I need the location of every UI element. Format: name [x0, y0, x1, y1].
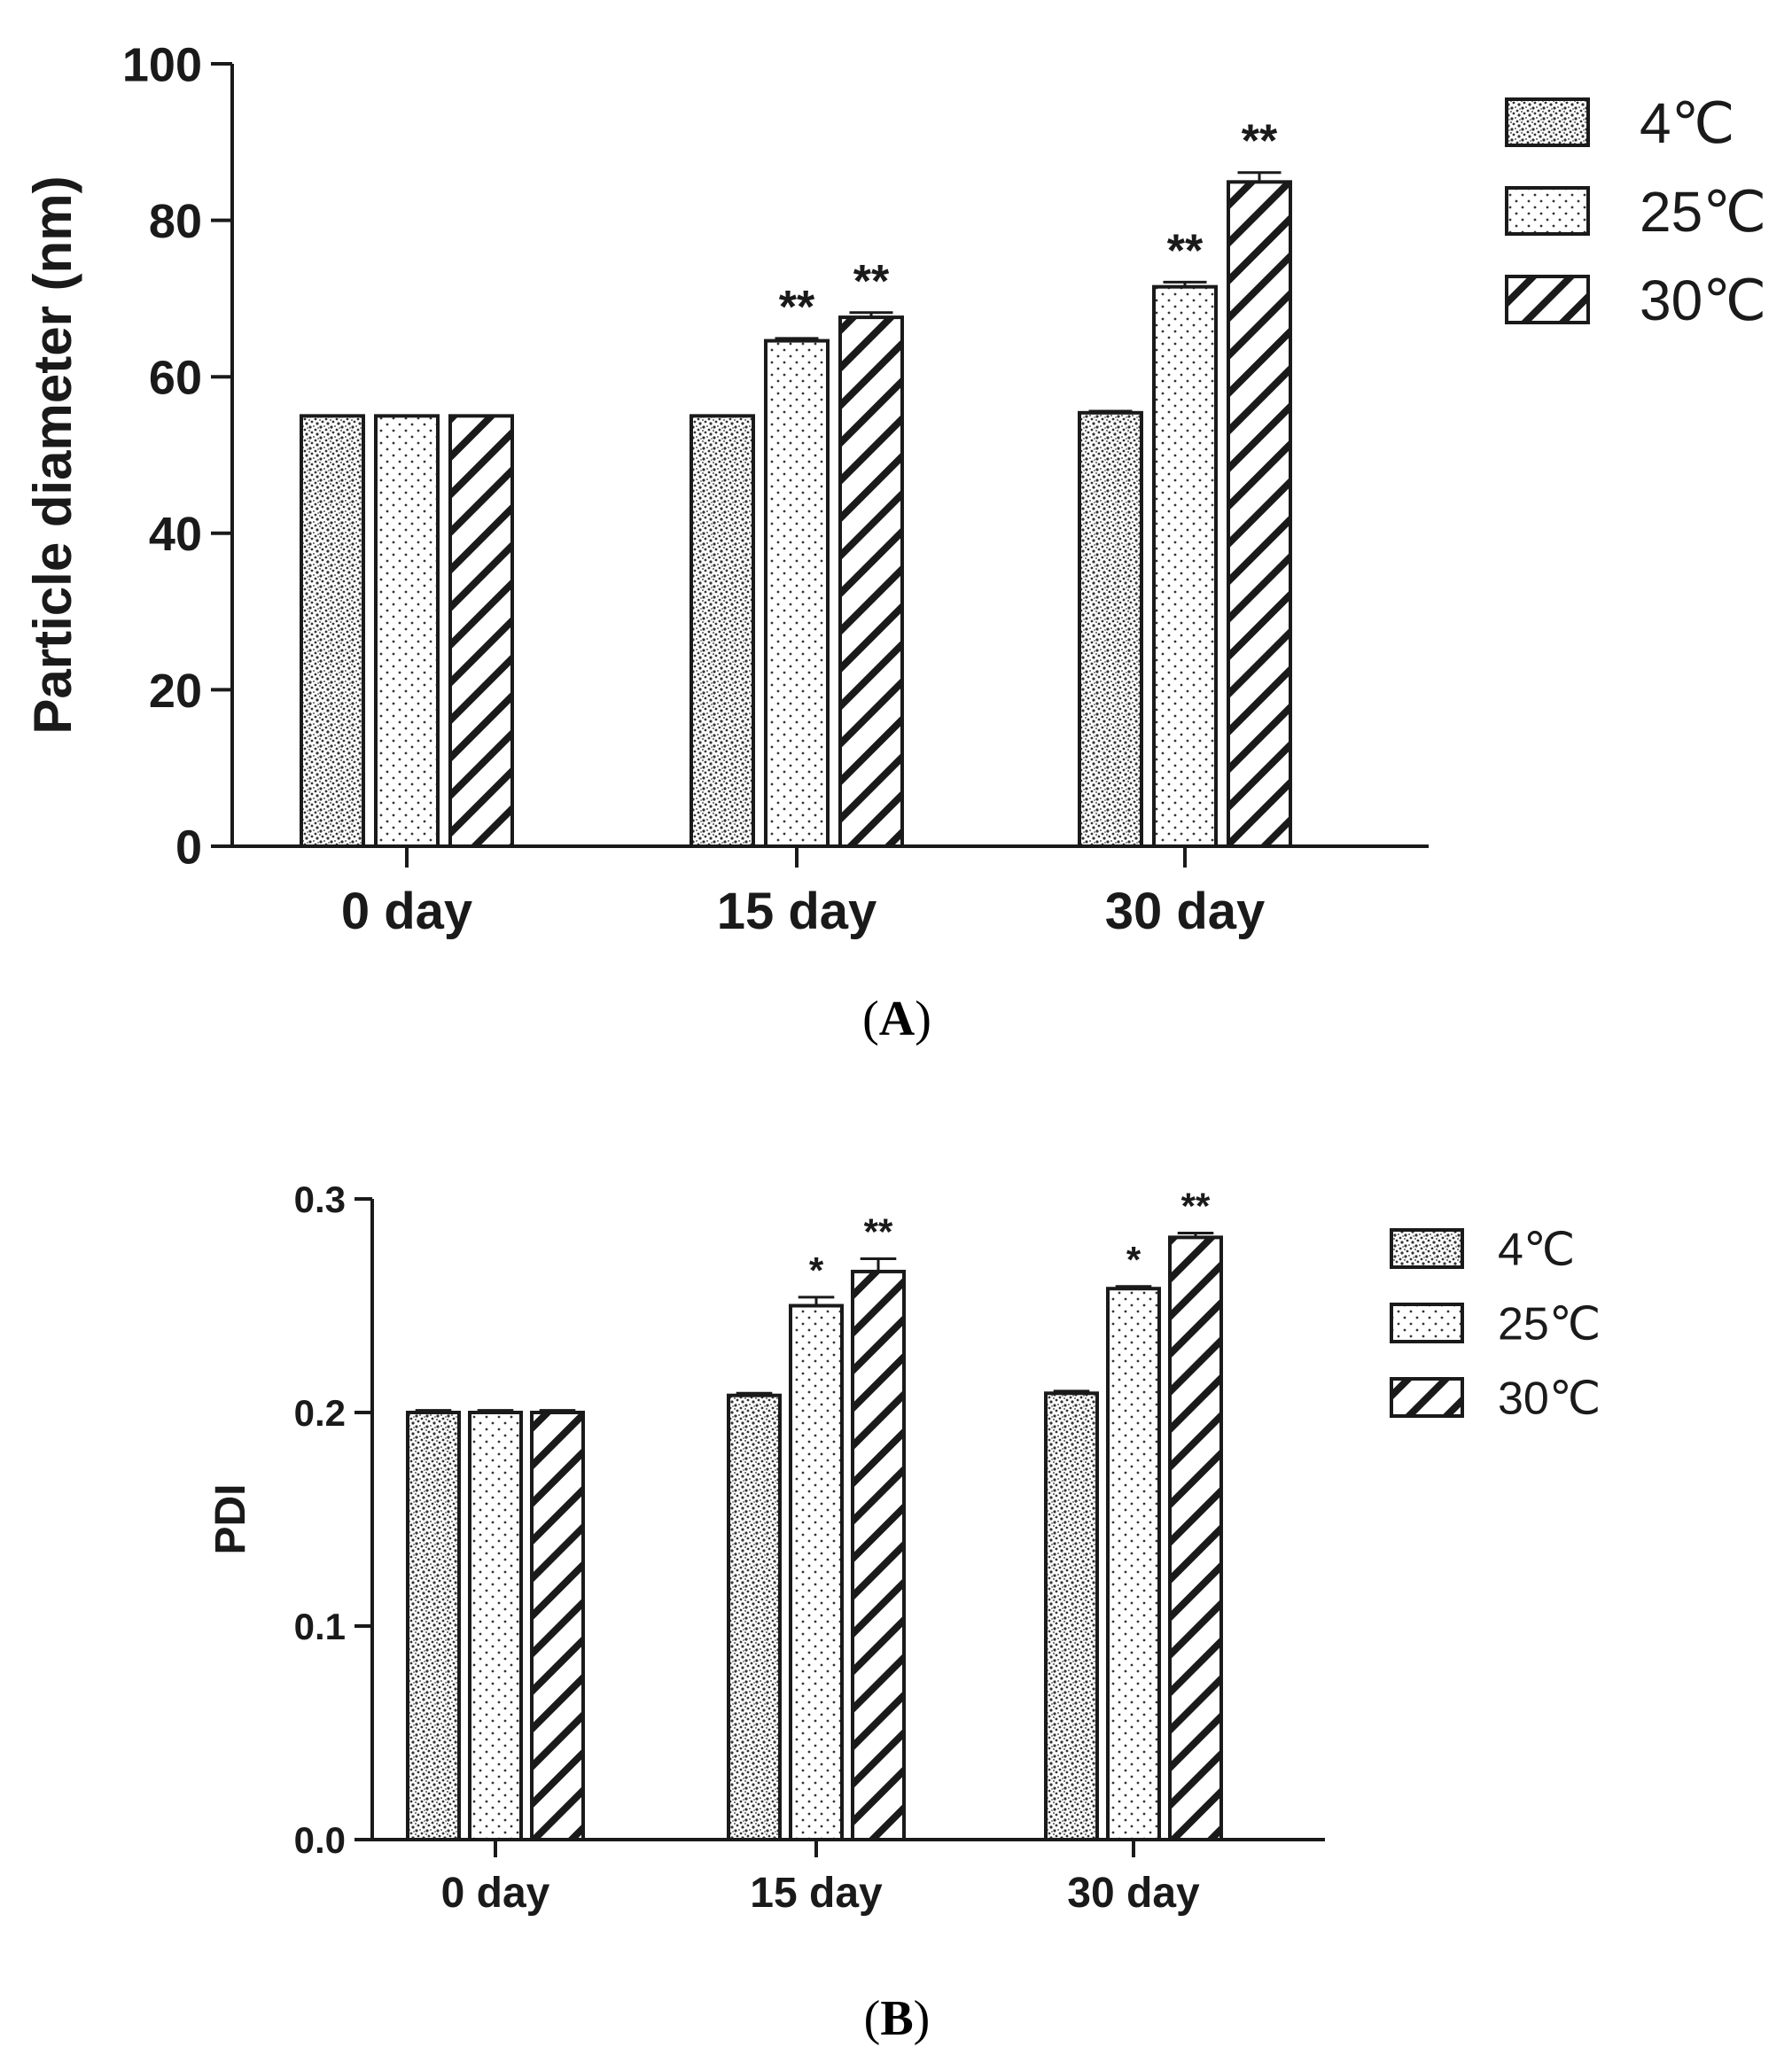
- pa-legend: 4℃ 25℃ 30℃: [1505, 91, 1766, 332]
- pa-ytick-label: 40: [149, 508, 202, 561]
- pb-y-axis-label: PDI: [207, 1483, 254, 1554]
- pb-significance-marker: **: [864, 1210, 893, 1252]
- pa-x-category-label: 0 day: [341, 883, 472, 940]
- pb-significance-marker: **: [1181, 1186, 1211, 1227]
- pa-ytick-label: 60: [149, 352, 202, 405]
- pa-legend-label: 30℃: [1640, 268, 1766, 332]
- pa-ytick-label: 20: [149, 665, 202, 718]
- pb-legend-swatch: [1390, 1303, 1464, 1343]
- pb-bar: [1168, 1235, 1223, 1841]
- pb-x-category-label: 30 day: [1067, 1870, 1200, 1917]
- pb-legend-label: 25℃: [1498, 1299, 1601, 1350]
- pa-legend-swatch: [1505, 275, 1590, 324]
- pb-legend-label: 30℃: [1498, 1374, 1601, 1425]
- pa-significance-marker: **: [1242, 116, 1278, 167]
- pa-bar: [1078, 410, 1143, 848]
- pa-bar: [448, 414, 514, 848]
- pb-legend-swatch: [1390, 1228, 1464, 1269]
- pb-legend: 4℃ 25℃ 30℃: [1390, 1225, 1601, 1425]
- pa-significance-marker: **: [853, 256, 890, 307]
- pb-bar: [468, 1411, 523, 1841]
- pb-bar: [406, 1411, 461, 1841]
- pa-x-category-label: 15 day: [717, 883, 877, 940]
- pb-x-category-label: 15 day: [750, 1870, 883, 1917]
- pb-bar: [727, 1393, 782, 1841]
- pb-ytick-label: 0.0: [294, 1819, 346, 1861]
- pa-bar: [690, 414, 755, 848]
- pb-bar: [1044, 1391, 1099, 1842]
- pa-ytick-label: 100: [122, 38, 202, 91]
- pa-ytick-label: 0: [175, 821, 202, 874]
- pa-bar: [300, 414, 365, 848]
- pb-ytick-label: 0.3: [294, 1179, 346, 1220]
- pa-ytick-label: 80: [149, 195, 202, 248]
- pa-bar: [764, 339, 830, 849]
- pa-legend-label: 4℃: [1640, 91, 1734, 155]
- pa-y-axis-label: Particle diameter (nm): [23, 175, 82, 734]
- pb-bar: [851, 1269, 906, 1841]
- chart-panel-a: 0 20 40 60 80 100 Particle diameter (nm) 0 day *…: [23, 38, 1766, 940]
- pb-legend-label: 4℃: [1498, 1225, 1575, 1276]
- pb-legend-swatch: [1390, 1377, 1464, 1418]
- pa-bar: [1227, 180, 1292, 848]
- pb-x-category-label: 0 day: [441, 1870, 550, 1917]
- pa-bar: [374, 414, 440, 848]
- pb-bar: [530, 1411, 585, 1841]
- panel-label-a: (A): [862, 992, 931, 1047]
- pa-x-category-label: 30 day: [1105, 883, 1266, 940]
- pa-significance-marker: **: [1167, 225, 1204, 276]
- pb-significance-marker: *: [809, 1249, 824, 1291]
- pb-bar: [789, 1303, 844, 1841]
- pb-bar: [1106, 1287, 1161, 1841]
- pa-bar: [838, 315, 904, 849]
- pb-ytick-label: 0.1: [294, 1606, 346, 1647]
- pb-ytick-label: 0.2: [294, 1392, 346, 1434]
- pa-significance-marker: **: [779, 282, 815, 333]
- pa-bar: [1152, 284, 1218, 848]
- pa-legend-swatch: [1505, 97, 1590, 147]
- pb-significance-marker: *: [1126, 1239, 1141, 1280]
- pa-legend-label: 25℃: [1640, 180, 1766, 244]
- pa-legend-swatch: [1505, 186, 1590, 236]
- panel-label-b: (B): [864, 1991, 931, 2046]
